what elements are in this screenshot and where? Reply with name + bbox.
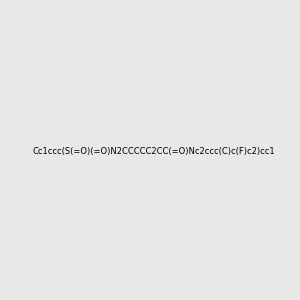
Text: Cc1ccc(S(=O)(=O)N2CCCCC2CC(=O)Nc2ccc(C)c(F)c2)cc1: Cc1ccc(S(=O)(=O)N2CCCCC2CC(=O)Nc2ccc(C)c… [32, 147, 275, 156]
